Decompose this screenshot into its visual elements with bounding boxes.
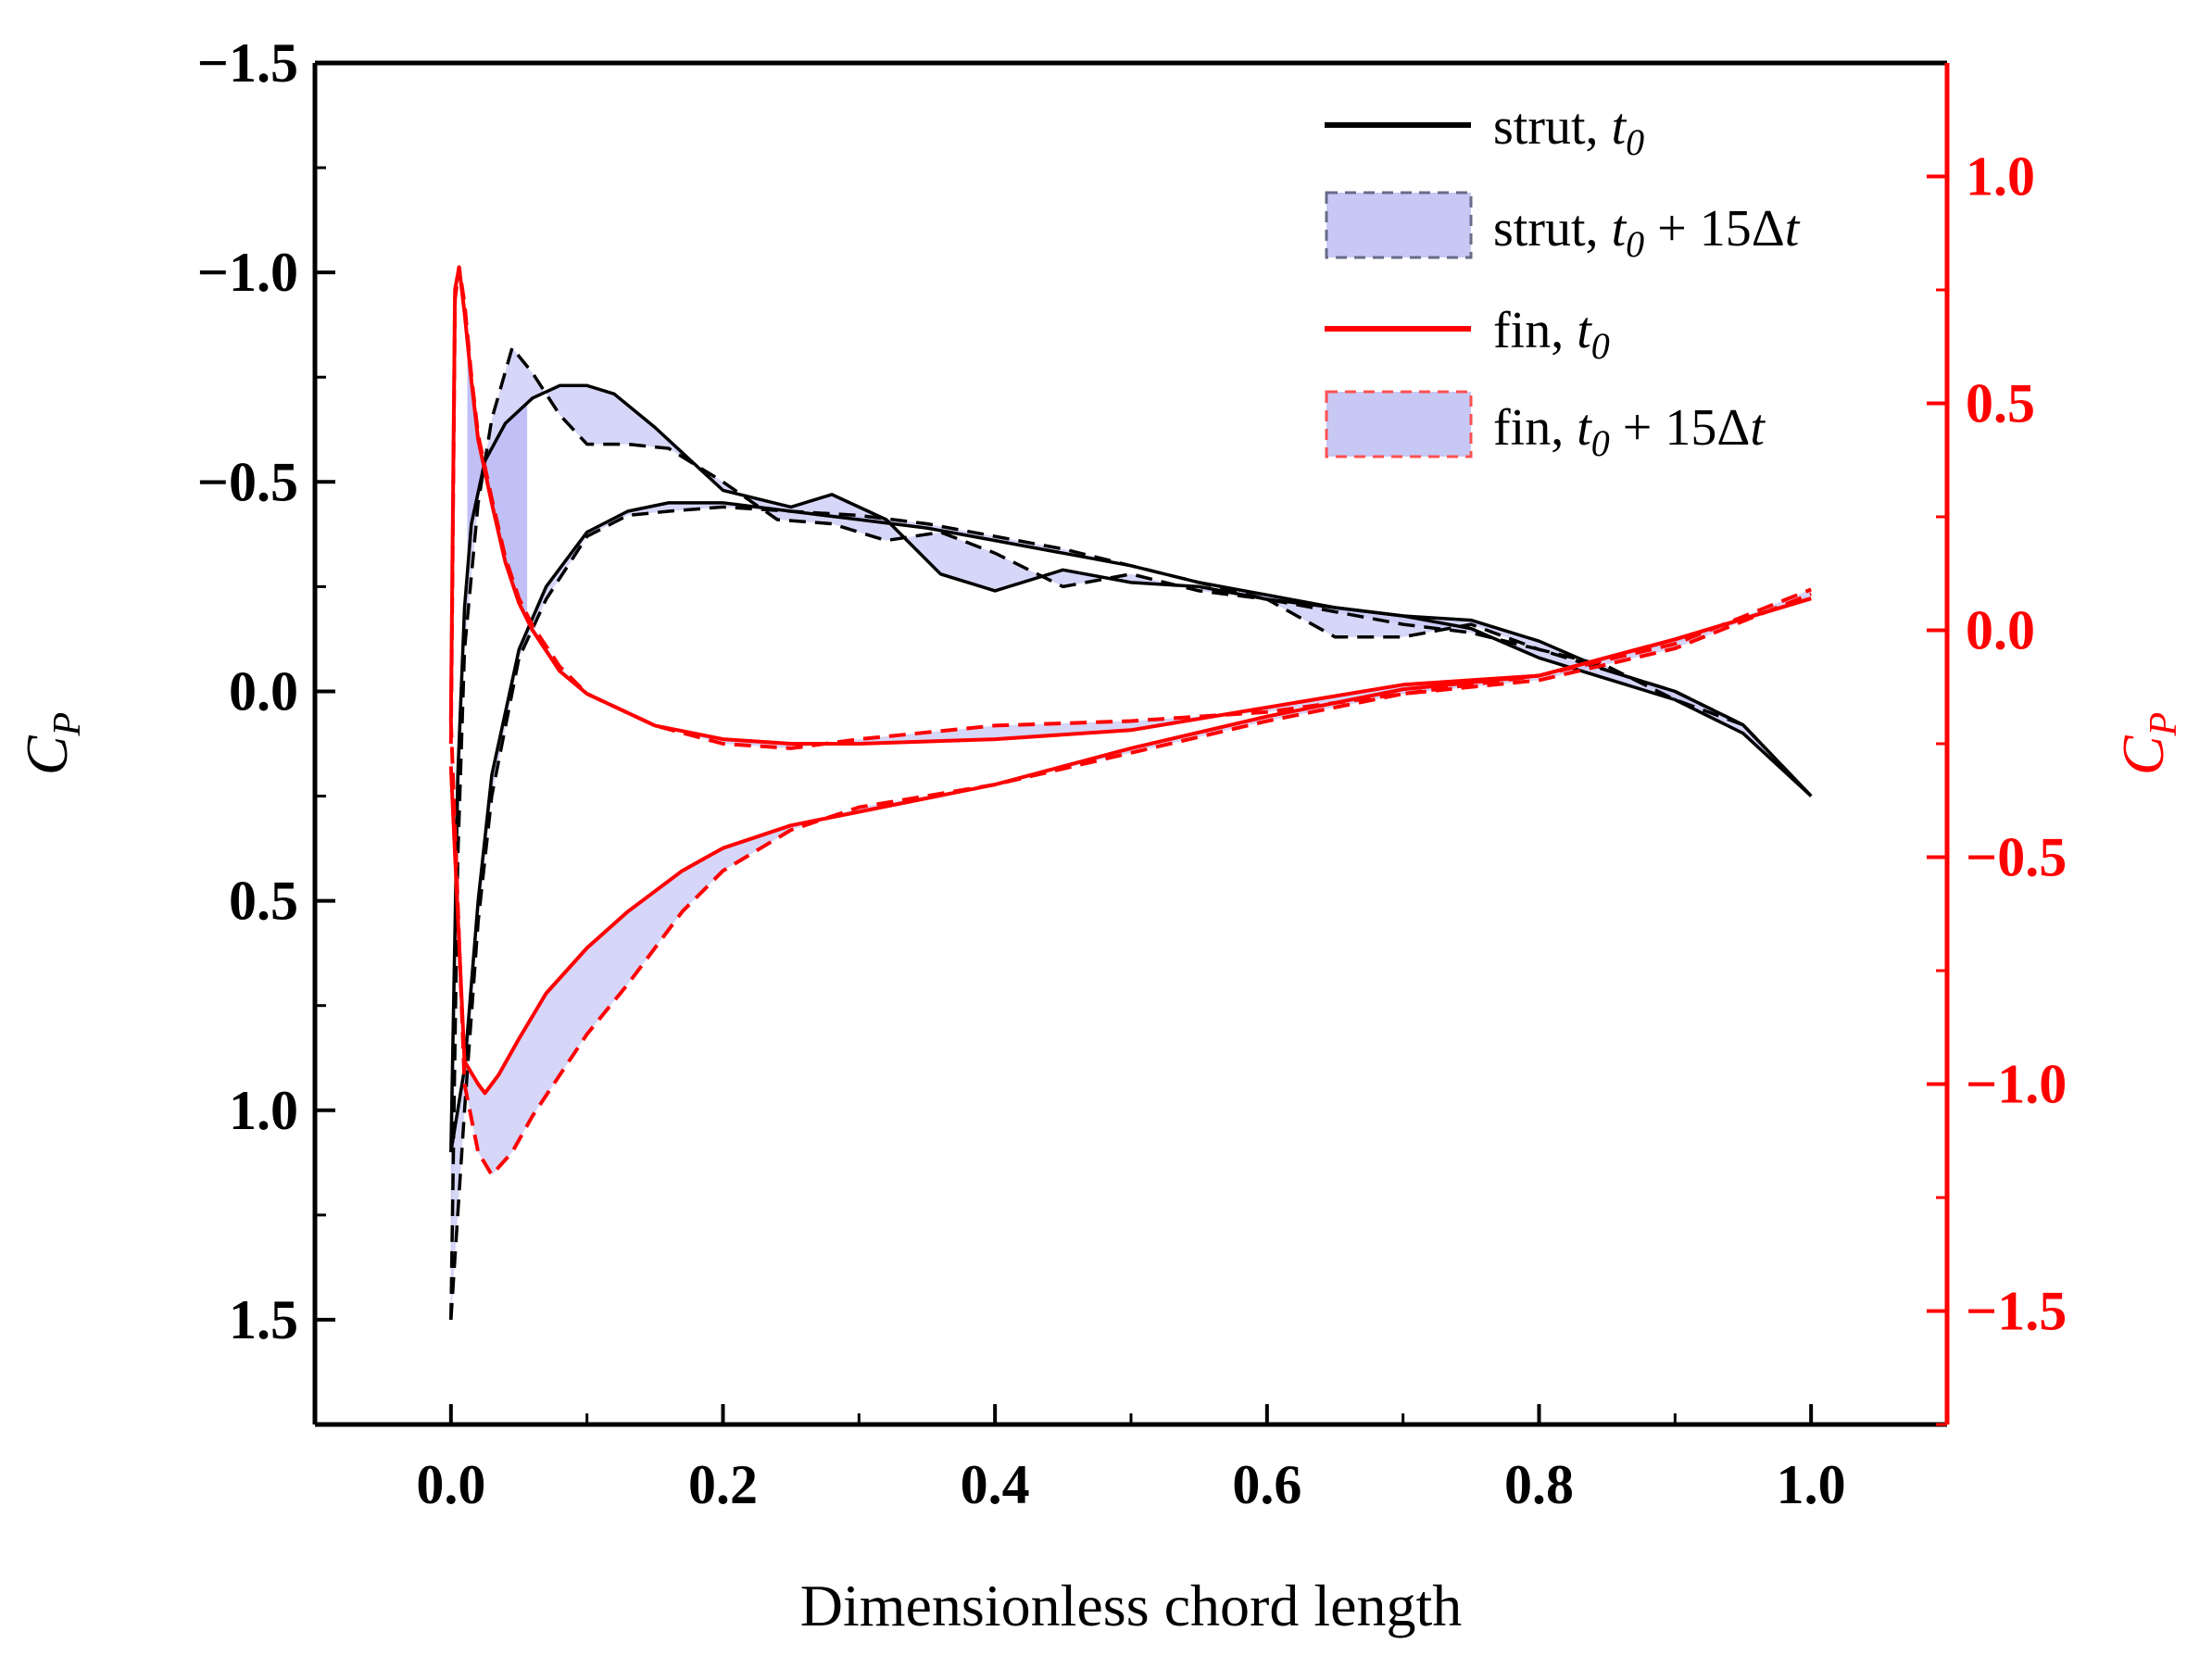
- series-line-2: [449, 345, 1813, 1320]
- y-right-tick-label-1: 0.5: [1966, 373, 2035, 434]
- y-right-tick-label-2: 0.0: [1966, 600, 2035, 661]
- legend-label-0: strut, t0: [1493, 98, 1644, 163]
- x-tick-label-3: 0.6: [1232, 1454, 1301, 1515]
- y-left-axis-title: CP: [14, 712, 89, 775]
- series-line-4: [448, 265, 1812, 746]
- y-right-tick-label-3: −0.5: [1966, 827, 2067, 888]
- series-line-5: [448, 596, 1812, 1096]
- y-left-tick-label-0: −1.5: [197, 32, 298, 94]
- y-left-tick-label-4: 0.5: [229, 871, 298, 932]
- series-line-1: [449, 501, 1813, 1153]
- x-tick-label-1: 0.2: [688, 1454, 758, 1515]
- x-tick-label-5: 1.0: [1777, 1454, 1846, 1515]
- y-right-axis-title-text: CP: [2110, 712, 2185, 775]
- y-right-tick-label-0: 1.0: [1966, 146, 2035, 207]
- x-tick-label-0: 0.0: [416, 1454, 485, 1515]
- axes-layer: 0.0 0.2 0.4 0.6 0.8 1.0 −1.5 −1.0 −0.5 0.0 0.5 1.0 1…: [14, 32, 2185, 1638]
- legend-label-2: fin, t0: [1493, 302, 1610, 367]
- fill-overlap: [467, 339, 528, 620]
- series-line-7: [448, 592, 1812, 1177]
- legend-label-1: strut, t0 + 15Δt: [1493, 200, 1801, 265]
- series-line-3: [449, 505, 1813, 1321]
- legend: strut, t0 strut, t0 + 15Δt fin, t0 fin, t0 …: [1325, 98, 1801, 464]
- x-axis-title: Dimensionless chord length: [800, 1573, 1463, 1638]
- x-tick-label-4: 0.8: [1504, 1454, 1574, 1515]
- series-line-0: [449, 383, 1813, 1153]
- y-left-tick-label-5: 1.0: [229, 1080, 298, 1141]
- legend-swatch-3: [1325, 390, 1473, 458]
- series-line-6: [448, 265, 1812, 750]
- y-left-tick-label-6: 1.5: [229, 1289, 298, 1350]
- y-right-tick-label-5: −1.5: [1966, 1281, 2067, 1342]
- fill-band-0: [450, 347, 1812, 1320]
- y-left-tick-label-2: −0.5: [197, 451, 298, 512]
- legend-label-3: fin, t0 + 15Δt: [1493, 399, 1766, 464]
- series-lines-layer: [448, 265, 1813, 1321]
- x-tick-label-2: 0.4: [961, 1454, 1030, 1515]
- legend-swatch-1: [1325, 191, 1473, 259]
- shaded-fill-layer: [450, 267, 1812, 1320]
- y-left-tick-label-1: −1.0: [197, 242, 298, 303]
- y-right-axis-title: CP: [2110, 712, 2185, 775]
- y-right-tick-label-4: −1.0: [1966, 1054, 2067, 1115]
- y-left-axis-title-text: CP: [14, 712, 89, 775]
- y-left-tick-label-3: 0.0: [229, 660, 298, 722]
- fill-band-3: [450, 594, 1812, 1175]
